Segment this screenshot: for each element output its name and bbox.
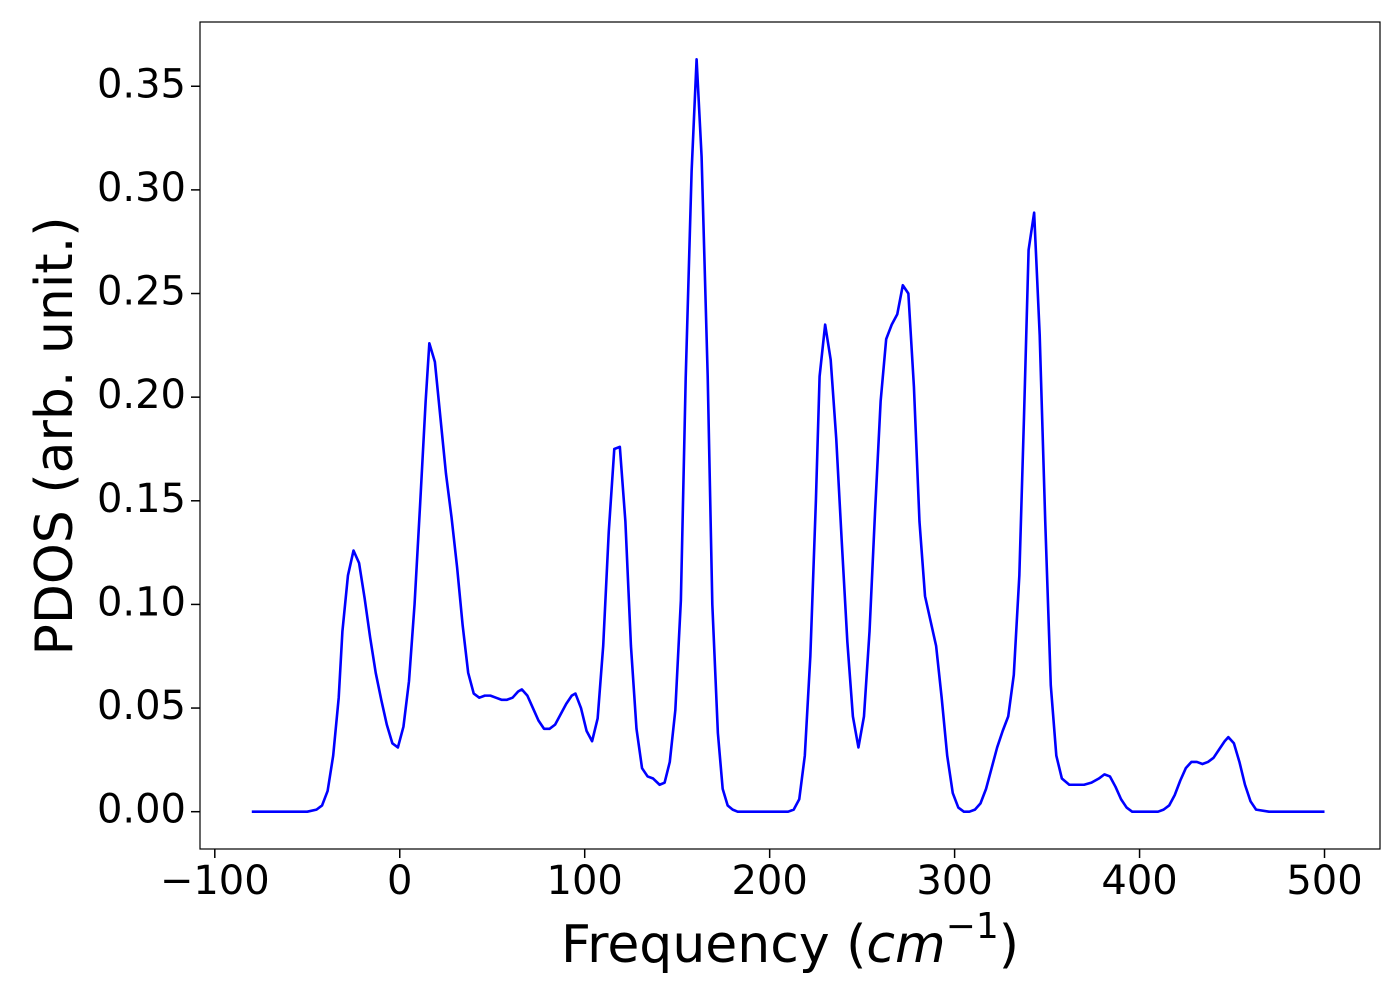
y-axis-label: PDOS (arb. unit.) [25, 216, 85, 655]
x-tick-label: 0 [387, 858, 412, 904]
y-tick-label: 0.05 [97, 683, 186, 729]
y-tick-label: 0.25 [97, 269, 186, 315]
x-axis-label: Frequency (cm−1) [561, 906, 1019, 975]
y-tick-label: 0.35 [97, 61, 186, 107]
y-tick-label: 0.00 [97, 787, 186, 833]
x-tick-label: 100 [547, 858, 623, 904]
y-tick-label: 0.10 [97, 579, 186, 625]
plot-frame [199, 21, 1381, 850]
x-tick-label: 400 [1101, 858, 1177, 904]
x-tick-label: 200 [731, 858, 807, 904]
x-label-text: Frequency ( [561, 915, 866, 975]
y-tick-label: 0.20 [97, 372, 186, 418]
data-line [251, 58, 1325, 813]
y-tick-label: 0.30 [97, 165, 186, 211]
x-label-exponent: −1 [946, 906, 999, 947]
x-label-unit: cm [866, 915, 945, 975]
x-tick-label: −100 [160, 858, 270, 904]
y-tick-label: 0.15 [97, 476, 186, 522]
x-tick-label: 500 [1286, 858, 1362, 904]
x-label-close: ) [999, 915, 1019, 975]
x-tick-label: 300 [916, 858, 992, 904]
